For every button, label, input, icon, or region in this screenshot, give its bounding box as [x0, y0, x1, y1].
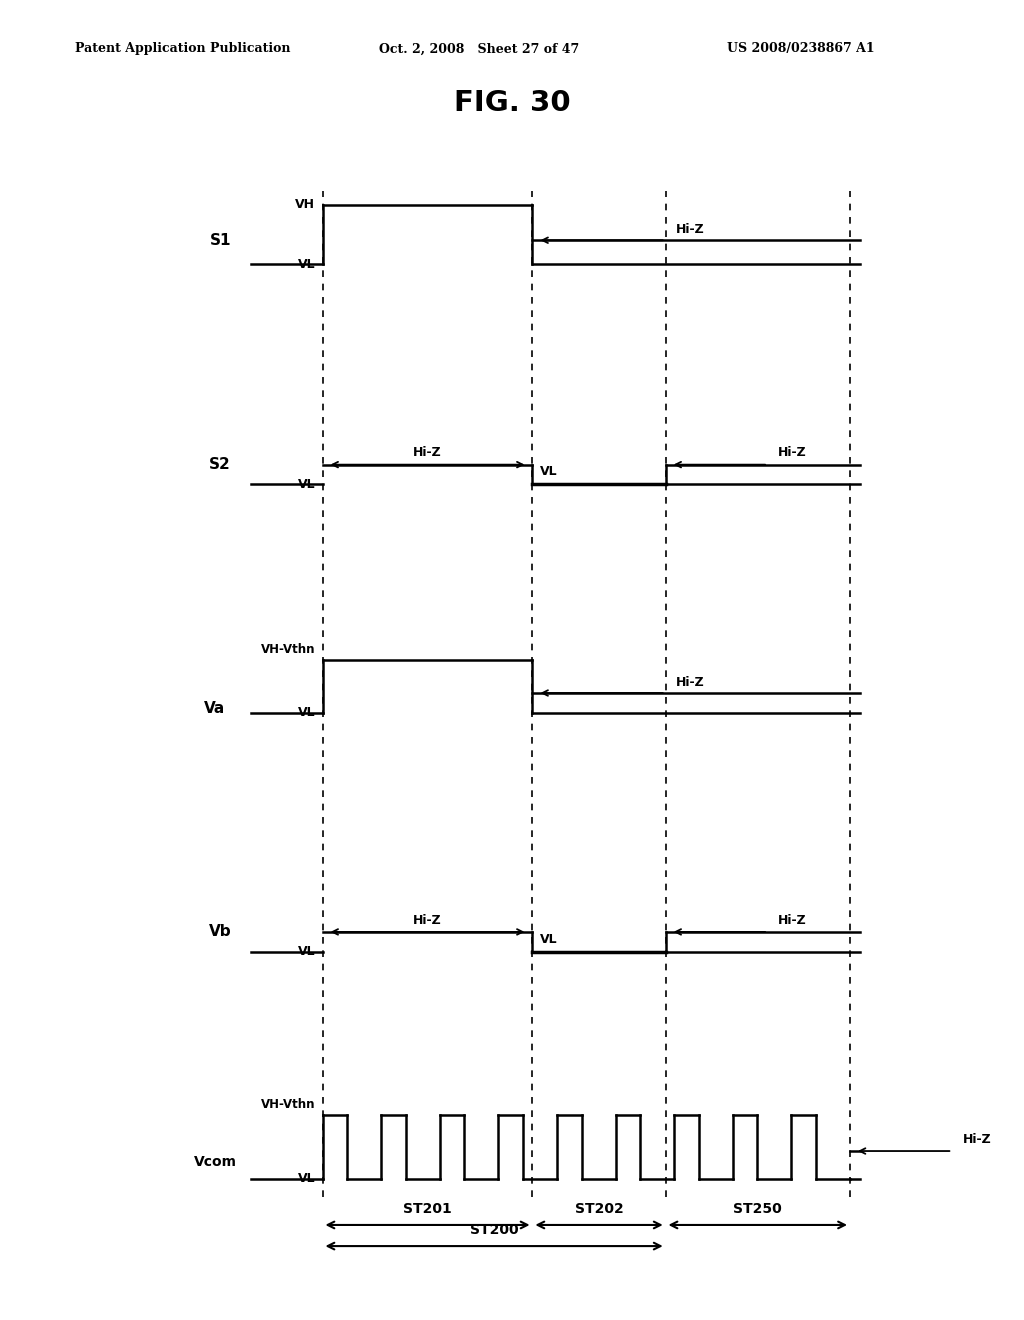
Text: ST202: ST202: [574, 1201, 624, 1216]
Text: VH-Vthn: VH-Vthn: [261, 643, 315, 656]
Text: Oct. 2, 2008   Sheet 27 of 47: Oct. 2, 2008 Sheet 27 of 47: [379, 42, 580, 55]
Text: Patent Application Publication: Patent Application Publication: [75, 42, 290, 55]
Text: FIG. 30: FIG. 30: [454, 88, 570, 117]
Text: Hi-Z: Hi-Z: [413, 446, 442, 459]
Text: Hi-Z: Hi-Z: [676, 676, 705, 689]
Text: Hi-Z: Hi-Z: [413, 913, 442, 927]
Text: VL: VL: [298, 945, 315, 958]
Text: S2: S2: [209, 457, 231, 473]
Text: ST250: ST250: [733, 1201, 782, 1216]
Text: ST201: ST201: [403, 1201, 452, 1216]
Text: Hi-Z: Hi-Z: [963, 1133, 991, 1146]
Text: ST200: ST200: [470, 1222, 518, 1237]
Text: VL: VL: [298, 257, 315, 271]
Text: Va: Va: [205, 701, 225, 717]
Text: S1: S1: [210, 232, 230, 248]
Text: VL: VL: [298, 1172, 315, 1185]
Text: VH: VH: [295, 198, 315, 211]
Text: Hi-Z: Hi-Z: [676, 223, 705, 236]
Text: VL: VL: [540, 465, 557, 478]
Text: VL: VL: [298, 478, 315, 491]
Text: Vcom: Vcom: [194, 1155, 237, 1170]
Text: Vb: Vb: [209, 924, 231, 940]
Text: Hi-Z: Hi-Z: [778, 913, 807, 927]
Text: Hi-Z: Hi-Z: [778, 446, 807, 459]
Text: VL: VL: [298, 706, 315, 719]
Text: VL: VL: [540, 933, 557, 946]
Text: US 2008/0238867 A1: US 2008/0238867 A1: [727, 42, 874, 55]
Text: VH-Vthn: VH-Vthn: [261, 1098, 315, 1111]
